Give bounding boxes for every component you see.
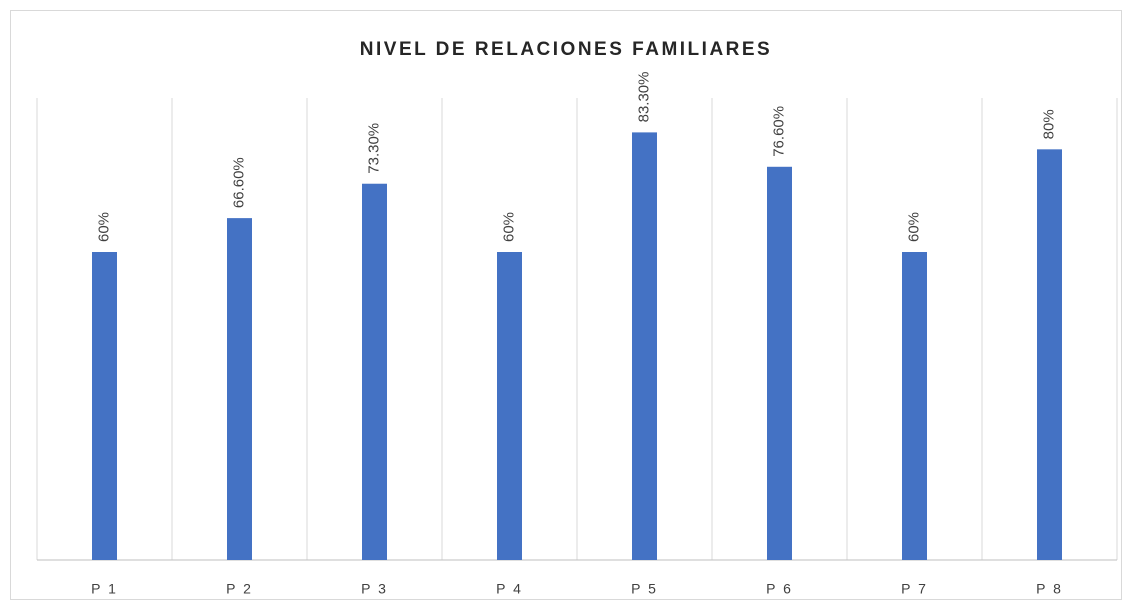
bar [767,166,792,560]
bar [497,252,522,560]
bar [902,252,927,560]
data-label: 66.60% [230,157,247,208]
bar [92,252,117,560]
data-label: 60% [905,212,922,242]
data-label: 60% [500,212,517,242]
x-tick-label: P 7 [901,581,928,597]
data-label: 60% [95,212,112,242]
x-tick-label: P 4 [496,581,523,597]
chart-title: NIVEL DE RELACIONES FAMILIARES [360,39,772,60]
data-label: 76.60% [770,106,787,157]
x-tick-label: P 1 [91,581,118,597]
bar [227,218,252,560]
chart-border [10,10,1122,600]
x-tick-label: P 8 [1036,581,1063,597]
bar [362,183,387,560]
bar [632,132,657,561]
x-tick-label: P 6 [766,581,793,597]
data-label: 73.30% [365,123,382,174]
bar [1037,149,1062,561]
x-tick-label: P 3 [361,581,388,597]
x-tick-label: P 5 [631,581,658,597]
x-tick-label: P 2 [226,581,253,597]
data-label: 80% [1040,109,1057,139]
data-label: 83.30% [635,72,652,123]
